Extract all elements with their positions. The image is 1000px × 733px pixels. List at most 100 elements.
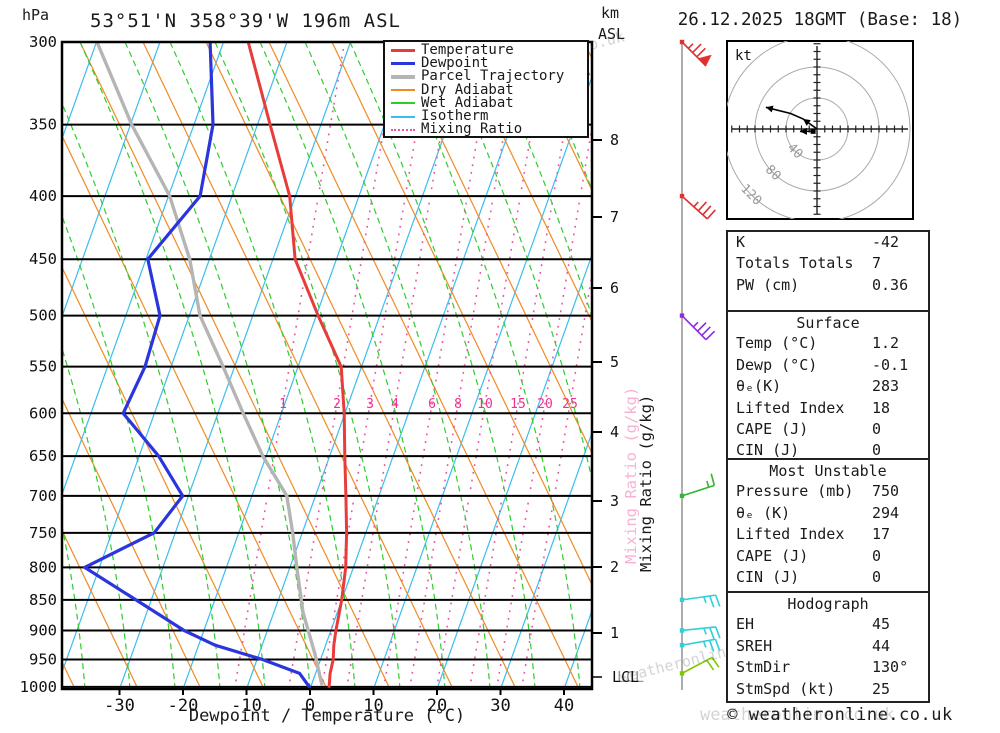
wet-adiabat-line [484, 42, 592, 319]
lcl-label: LCL [612, 668, 639, 686]
legend-item: Dry Adiabat [389, 81, 587, 98]
legend-item: Wet Adiabat [389, 96, 587, 110]
mixing-ratio-line [408, 42, 521, 689]
wet-adiabat-line [529, 42, 592, 192]
temp-axis-label: Dewpoint / Temperature (°C) [188, 706, 466, 726]
dry-adiabat-line [62, 134, 328, 689]
pressure-tick-label: 750 [29, 524, 57, 542]
panel-row-label: StmSpd (kt) [736, 679, 836, 698]
panel-row: Dewp (°C) -0.1 [728, 355, 928, 376]
legend: Temperature Dewpoint Parcel Trajectory Dry … [383, 40, 589, 138]
pressure-tick-label: 900 [29, 621, 57, 639]
legend-item: Dewpoint [389, 55, 587, 72]
pressure-tick-label: 650 [29, 447, 57, 465]
legend-item: Mixing Ratio [389, 122, 587, 136]
panel-row-value: 750 [872, 482, 900, 501]
panel-header: Most Unstable [769, 462, 887, 480]
lcl-label-shadow: LCL [617, 668, 644, 686]
panel-row-value: 0 [872, 546, 882, 565]
temp-tick-label: 0 [305, 696, 315, 716]
legend-item-label: Dry Adiabat [421, 81, 514, 98]
temperature-curve [246, 42, 349, 689]
mixing-ratio-line [468, 42, 581, 689]
pressure-tick-label: 950 [29, 650, 57, 668]
panel-row: CAPE (J) 0 [728, 546, 928, 567]
temp-tick-label: 20 [427, 696, 447, 716]
station-title: 53°51'N 358°39'W 196m ASL [90, 10, 401, 32]
panel-row-label: PW (cm) [736, 275, 800, 294]
mixing-ratio-value-label: 25 [562, 397, 578, 412]
wind-barb [679, 594, 721, 608]
panel-row-label: K [736, 233, 746, 251]
isotherm-line [62, 42, 161, 319]
legend-swatch-solid [391, 89, 415, 92]
panel-header: Surface [796, 314, 860, 332]
panel-row-label: CIN (J) [736, 441, 800, 460]
km-tick-label: 4 [610, 423, 619, 441]
mixing-ratio-value-label: 2 [333, 397, 341, 412]
panel-most-unstable: Most Unstable Pressure (mb) 750 θₑ (K) 294 Li… [726, 458, 930, 593]
panel-row: PW (cm) 0.36 [728, 275, 928, 296]
km-tick-label: 6 [610, 279, 619, 297]
pressure-tick-label: 550 [29, 358, 57, 376]
legend-swatch-solid [391, 102, 415, 105]
wind-barb [679, 656, 720, 676]
panel-row-label: EH [736, 615, 755, 634]
pressure-unit-label: hPa [22, 6, 50, 24]
legend-swatch-solid [391, 49, 415, 53]
mixing-ratio-line [382, 42, 495, 689]
panel-row-label: Totals Totals [736, 254, 854, 273]
panel-row-label: SREH [736, 636, 773, 655]
temp-tick-label: -10 [231, 696, 262, 716]
watermark-stamp: weatheronline.co.uk [700, 705, 895, 725]
panel-row: Totals Totals 7 [728, 253, 928, 274]
wet-adiabat-line [62, 214, 176, 689]
plot-border [60, 40, 594, 691]
panel-row-label: CAPE (J) [736, 546, 809, 565]
panel-indices: K -42 Totals Totals 7 PW (cm) 0.36 [726, 230, 930, 312]
mixing-ratio-value-label: 10 [477, 397, 493, 412]
panel-row-label: Dewp (°C) [736, 355, 818, 374]
panel-row-value: -42 [872, 233, 900, 251]
km-tick-label: 5 [610, 353, 619, 371]
dewpoint-curve [83, 42, 311, 689]
pressure-tick-label: 700 [29, 487, 57, 505]
mixing-ratio-value-label: 6 [428, 397, 436, 412]
wind-barb [679, 626, 721, 640]
km-unit-label: km [601, 4, 620, 22]
panel-row-label: Pressure (mb) [736, 482, 854, 501]
panel-row: Temp (°C) 1.2 [728, 333, 928, 354]
dry-adiabat-line [268, 42, 580, 689]
temp-tick-label: -30 [104, 696, 135, 716]
panel-header: Hodograph [787, 595, 869, 613]
dry-adiabat-line [142, 42, 454, 689]
hodograph-arrowhead [765, 105, 774, 113]
panel-row: SREH 44 [728, 636, 928, 657]
panel-row-value: 130° [872, 658, 909, 677]
temp-tick-label: -20 [168, 696, 199, 716]
hodograph-marker [810, 128, 816, 134]
pressure-tick-label: 850 [29, 591, 57, 609]
km-tick-label: 7 [610, 208, 619, 226]
wind-barb [679, 638, 721, 652]
legend-item-label: Dewpoint [421, 55, 489, 72]
panel-row: K -42 [728, 232, 928, 253]
wind-barb [679, 39, 712, 67]
wet-adiabat-line [169, 42, 356, 689]
wet-adiabat-line [304, 42, 491, 689]
panel-row-value: 0.36 [872, 275, 909, 294]
legend-swatch-dotted [391, 128, 415, 131]
legend-item-label: Isotherm [421, 108, 489, 125]
legend-item-label: Temperature [421, 42, 514, 59]
panel-row: CAPE (J) 0 [728, 419, 928, 440]
temp-tick-label: 40 [554, 696, 574, 716]
legend-swatch-solid [391, 62, 415, 66]
mixing-ratio-axis-label: Mixing Ratio (g/kg) [637, 394, 655, 572]
legend-swatch-solid [391, 115, 415, 118]
panel-row: StmDir 130° [728, 657, 928, 678]
mixing-ratio-value-label: 4 [391, 397, 399, 412]
wind-barb [679, 193, 716, 220]
wet-adiabat-line [62, 346, 131, 689]
pressure-tick-label: 450 [29, 250, 57, 268]
dry-adiabat-line [520, 42, 592, 192]
